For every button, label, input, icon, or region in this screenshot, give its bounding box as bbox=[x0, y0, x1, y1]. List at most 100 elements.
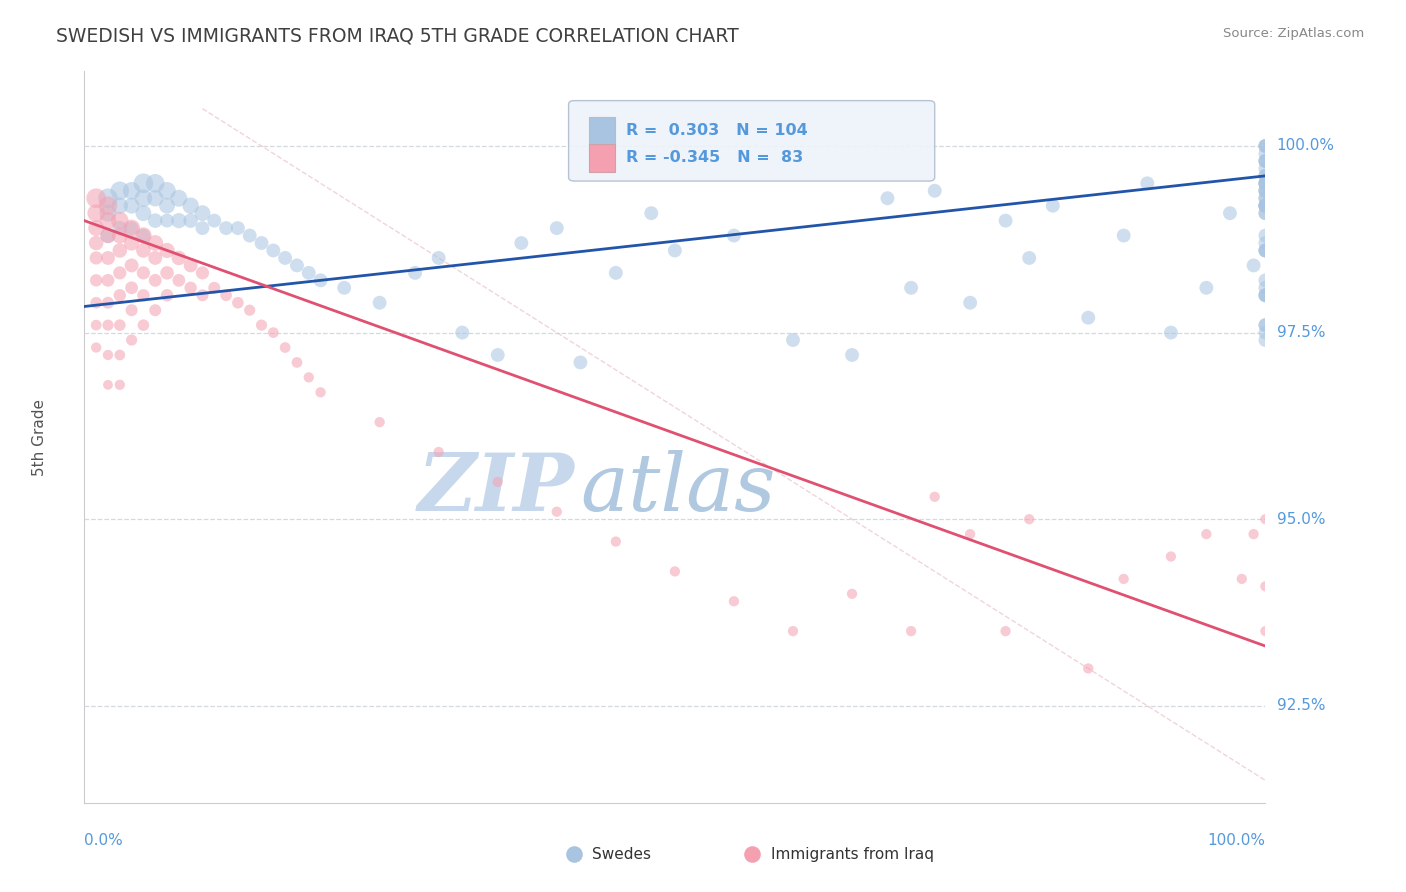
Point bbox=[262, 326, 284, 340]
Point bbox=[132, 266, 155, 280]
Point bbox=[215, 221, 238, 235]
Point bbox=[1077, 661, 1099, 675]
Point bbox=[1254, 146, 1277, 161]
Point bbox=[723, 594, 745, 608]
Point bbox=[994, 213, 1017, 227]
Point bbox=[250, 235, 273, 250]
Point bbox=[121, 221, 143, 235]
Point bbox=[121, 259, 143, 273]
Point bbox=[1254, 512, 1277, 526]
Point bbox=[121, 333, 143, 347]
Point bbox=[97, 228, 120, 243]
Point bbox=[274, 341, 297, 355]
Point bbox=[84, 341, 107, 355]
Point bbox=[226, 295, 249, 310]
Point bbox=[143, 303, 166, 318]
Point bbox=[156, 288, 179, 302]
Point bbox=[959, 527, 981, 541]
Point bbox=[876, 191, 898, 205]
Point bbox=[1254, 191, 1277, 205]
Point bbox=[97, 228, 120, 243]
Text: atlas: atlas bbox=[581, 450, 776, 527]
Point bbox=[143, 251, 166, 265]
Point bbox=[121, 184, 143, 198]
FancyBboxPatch shape bbox=[589, 117, 614, 145]
Point bbox=[132, 177, 155, 191]
Point bbox=[298, 370, 321, 384]
Point bbox=[167, 191, 190, 205]
Point bbox=[1254, 161, 1277, 176]
Point bbox=[202, 281, 225, 295]
Point bbox=[1254, 333, 1277, 347]
Point bbox=[97, 273, 120, 287]
Point bbox=[1230, 572, 1253, 586]
Point bbox=[97, 377, 120, 392]
Point bbox=[1243, 527, 1265, 541]
Point bbox=[239, 228, 262, 243]
Point bbox=[1254, 153, 1277, 168]
Point bbox=[143, 213, 166, 227]
Point bbox=[143, 177, 166, 191]
Point bbox=[285, 259, 308, 273]
Point bbox=[84, 251, 107, 265]
Point bbox=[97, 199, 120, 213]
Point bbox=[1254, 184, 1277, 198]
Point bbox=[569, 355, 592, 369]
Point bbox=[132, 288, 155, 302]
FancyBboxPatch shape bbox=[568, 101, 935, 181]
Point bbox=[924, 490, 946, 504]
Point bbox=[132, 206, 155, 220]
Point bbox=[108, 199, 131, 213]
Point bbox=[285, 355, 308, 369]
Point bbox=[84, 235, 107, 250]
Point bbox=[97, 213, 120, 227]
Text: 0.0%: 0.0% bbox=[84, 833, 124, 848]
Text: SWEDISH VS IMMIGRANTS FROM IRAQ 5TH GRADE CORRELATION CHART: SWEDISH VS IMMIGRANTS FROM IRAQ 5TH GRAD… bbox=[56, 27, 740, 45]
Text: R = -0.345   N =  83: R = -0.345 N = 83 bbox=[627, 150, 804, 165]
Point bbox=[1254, 318, 1277, 332]
Point bbox=[226, 221, 249, 235]
Point bbox=[167, 273, 190, 287]
Point bbox=[156, 199, 179, 213]
Point bbox=[1254, 235, 1277, 250]
Point bbox=[239, 303, 262, 318]
Point bbox=[664, 565, 686, 579]
Point bbox=[900, 624, 922, 639]
Point bbox=[143, 191, 166, 205]
Point bbox=[132, 228, 155, 243]
Point bbox=[1243, 259, 1265, 273]
Text: 95.0%: 95.0% bbox=[1277, 512, 1324, 526]
Point bbox=[97, 318, 120, 332]
Point bbox=[1254, 199, 1277, 213]
Point bbox=[640, 206, 662, 220]
Text: Source: ZipAtlas.com: Source: ZipAtlas.com bbox=[1223, 27, 1364, 40]
Point bbox=[605, 534, 627, 549]
Point bbox=[486, 475, 509, 489]
Point bbox=[664, 244, 686, 258]
Point bbox=[1112, 572, 1135, 586]
Point bbox=[156, 184, 179, 198]
Point bbox=[1077, 310, 1099, 325]
Point bbox=[108, 348, 131, 362]
Text: R =  0.303   N = 104: R = 0.303 N = 104 bbox=[627, 123, 808, 138]
Point bbox=[333, 281, 356, 295]
Point bbox=[510, 235, 533, 250]
Text: Immigrants from Iraq: Immigrants from Iraq bbox=[770, 847, 934, 862]
Point bbox=[97, 295, 120, 310]
Point bbox=[1254, 579, 1277, 593]
Point bbox=[1254, 153, 1277, 168]
Point bbox=[121, 235, 143, 250]
Point bbox=[841, 587, 863, 601]
Point bbox=[1254, 184, 1277, 198]
Point bbox=[1160, 326, 1182, 340]
Point bbox=[84, 191, 107, 205]
Point bbox=[121, 221, 143, 235]
Point bbox=[97, 191, 120, 205]
Point bbox=[1042, 199, 1064, 213]
Point bbox=[132, 244, 155, 258]
Point bbox=[546, 505, 568, 519]
Text: 92.5%: 92.5% bbox=[1277, 698, 1324, 714]
Point bbox=[782, 624, 804, 639]
Point bbox=[1018, 251, 1040, 265]
Point bbox=[121, 281, 143, 295]
